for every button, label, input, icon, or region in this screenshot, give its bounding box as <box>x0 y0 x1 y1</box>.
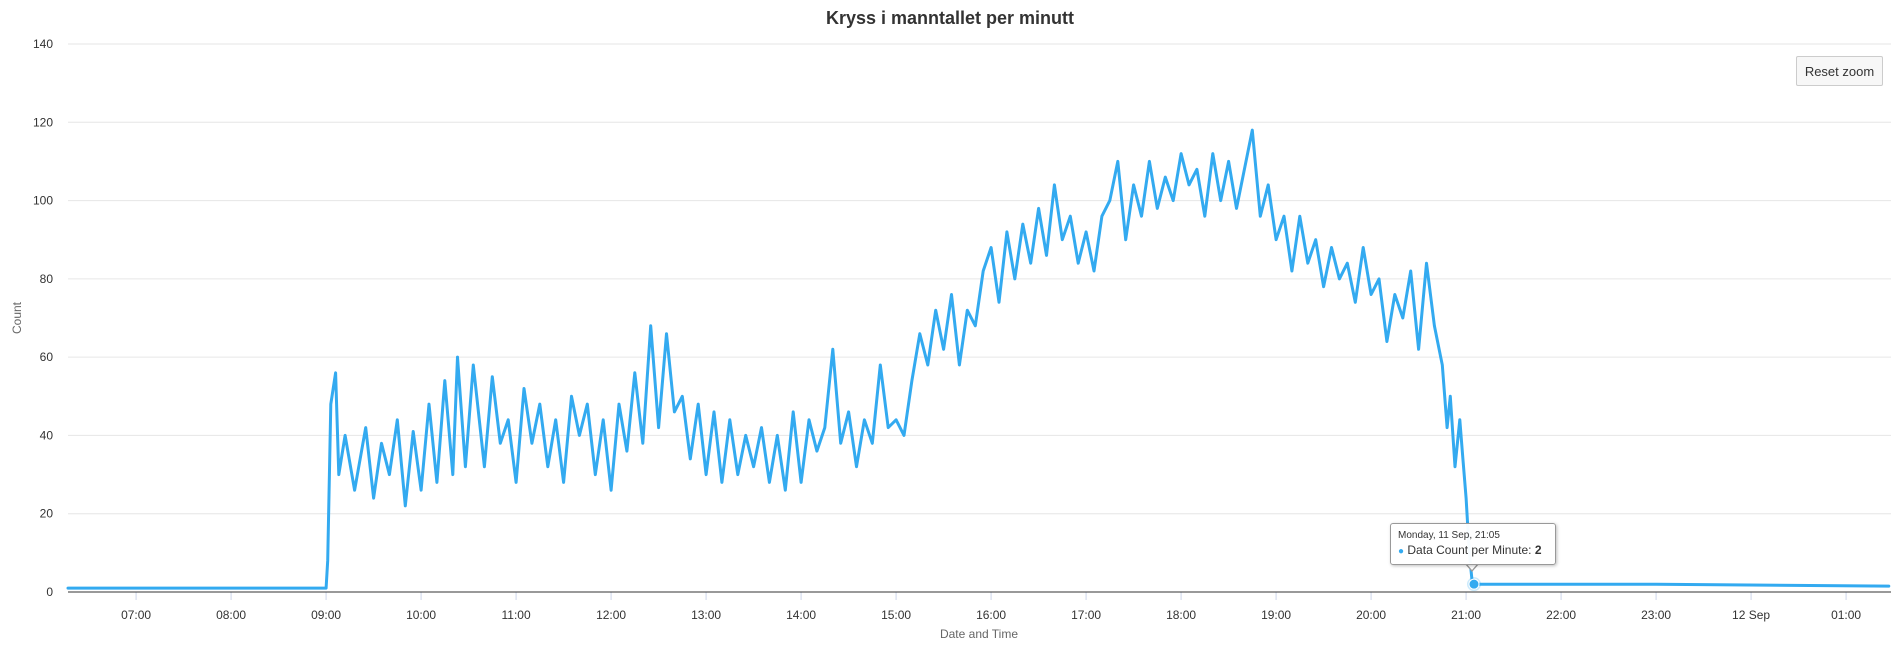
tooltip-value: 2 <box>1534 543 1542 557</box>
y-tick-label-20: 20 <box>40 507 54 521</box>
grid-layer <box>68 43 1891 515</box>
x-tick-label-8: 15:00 <box>881 608 911 622</box>
y-axis-title: Count <box>10 301 24 334</box>
x-axis-labels: 07:00 08:00 09:00 10:00 11:00 12:00 13:00 14:00… <box>121 592 1861 622</box>
y-tick-label-80: 80 <box>40 272 54 286</box>
reset-zoom-button[interactable]: Reset zoom <box>1796 56 1883 86</box>
y-tick-label-40: 40 <box>40 428 54 442</box>
x-tick-label-12: 19:00 <box>1261 608 1291 622</box>
x-tick-label-5: 12:00 <box>596 608 626 622</box>
x-tick-label-15: 22:00 <box>1546 608 1576 622</box>
x-tick-label-4: 11:00 <box>502 608 531 622</box>
x-tick-label-2: 09:00 <box>311 608 341 622</box>
y-tick-label-120: 120 <box>33 115 53 129</box>
x-tick-label-17: 12 Sep <box>1732 608 1770 622</box>
x-tick-label-3: 10:00 <box>406 608 436 622</box>
x-axis-title: Date and Time <box>940 627 1018 641</box>
x-tick-label-10: 17:00 <box>1071 608 1101 622</box>
tooltip: Monday, 11 Sep, 21:05 ● Data Count per M… <box>1390 523 1556 565</box>
tooltip-arrow-inner <box>1466 563 1478 570</box>
y-tick-label-140: 140 <box>33 37 53 51</box>
series-layer <box>66 128 1891 592</box>
x-tick-label-11: 18:00 <box>1166 608 1196 622</box>
x-tick-label-14: 21:00 <box>1451 608 1481 622</box>
hover-point-marker <box>1468 578 1480 590</box>
x-tick-label-1: 08:00 <box>216 608 246 622</box>
x-tick-label-16: 23:00 <box>1641 608 1671 622</box>
y-tick-label-60: 60 <box>40 350 54 364</box>
x-tick-label-6: 13:00 <box>691 608 721 622</box>
y-tick-label-0: 0 <box>46 585 53 599</box>
tooltip-date: Monday, 11 Sep, 21:05 <box>1398 530 1500 541</box>
series-line-0 <box>66 128 1891 590</box>
y-axis-labels: 0 20 40 60 80 100 120 140 <box>33 37 53 599</box>
x-tick-label-13: 20:00 <box>1356 608 1386 622</box>
x-tick-label-18: 01:00 <box>1831 608 1861 622</box>
x-tick-label-0: 07:00 <box>121 608 151 622</box>
x-tick-label-9: 16:00 <box>976 608 1006 622</box>
y-tick-label-100: 100 <box>33 194 53 208</box>
tooltip-series-label: Data Count per Minute: <box>1407 543 1532 557</box>
chart-title: Kryss i manntallet per minutt <box>826 8 1074 28</box>
tooltip-row: ● Data Count per Minute: 2 <box>1398 542 1548 560</box>
x-tick-label-7: 14:00 <box>786 608 816 622</box>
tooltip-series-dot: ● <box>1398 546 1405 557</box>
